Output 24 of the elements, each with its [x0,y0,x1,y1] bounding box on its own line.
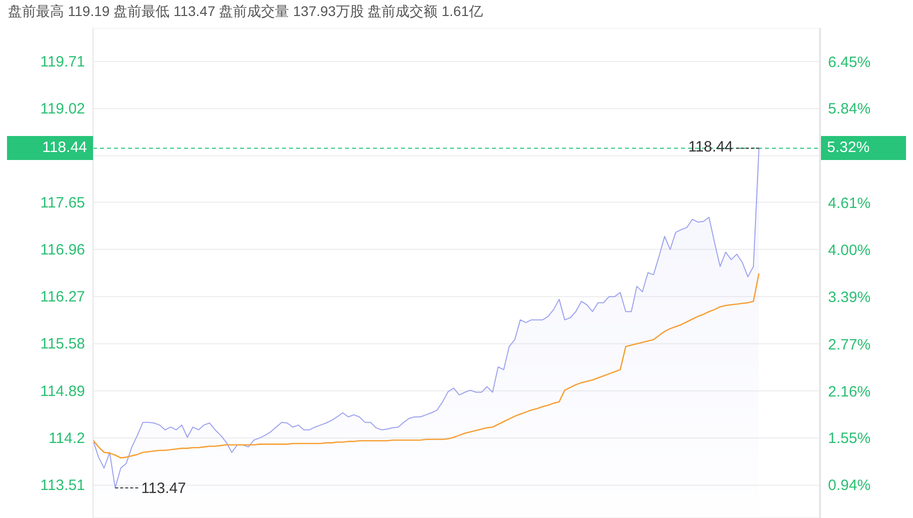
y-tick-label: 114.89 [40,382,85,400]
line-series [93,272,760,459]
y2-tick-label: 0.94% [828,476,871,494]
y2-tick-label: 2.77% [828,336,871,354]
ref-line-label: 118.44 [7,136,93,160]
chart-title: 盘前最高 119.19 盘前最低 113.47 盘前成交量 137.93万股 盘前成交额 1.61亿 [8,3,483,21]
y-tick-label: 117.65 [40,194,85,212]
y-tick-label: 119.71 [40,53,85,70]
y2-tick-label: 1.55% [828,430,871,448]
y-tick-label: 115.58 [40,336,85,353]
y-tick-label: 116.27 [40,288,85,306]
y2-tick-label: 3.39% [828,288,871,306]
y2-tick-label: 5.84% [828,100,871,118]
y2-tick-label: 6.45% [828,54,871,71]
annotation: 118.44 [688,138,733,156]
y-tick-label: 116.96 [40,241,85,258]
annotation: 113.47 [141,480,186,497]
y-tick-label: 119.02 [40,100,85,118]
y2-tick-label: 4.00% [828,242,871,259]
y-tick-label: 114.2 [48,430,85,448]
y2-tick-label: 2.16% [828,383,871,400]
y2-tick-label: 4.61% [828,195,871,212]
y-tick-label: 113.51 [40,477,85,494]
text: 5.32% [821,136,906,160]
